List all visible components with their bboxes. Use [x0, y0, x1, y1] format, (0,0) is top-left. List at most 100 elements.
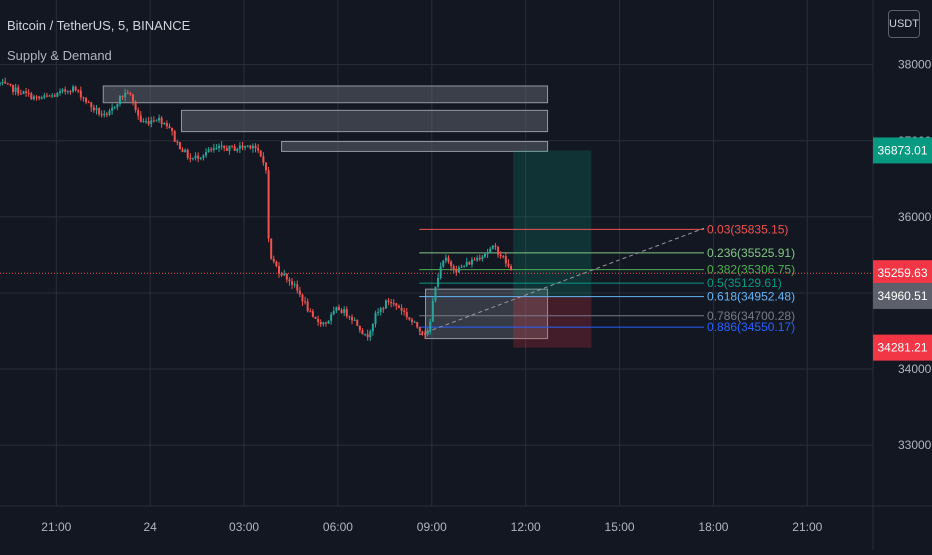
candle-body [510, 266, 513, 271]
candle-body [40, 97, 43, 99]
candle-body [218, 145, 221, 149]
candle-body [387, 300, 390, 302]
candle-body [191, 158, 194, 160]
candle-body [395, 303, 398, 306]
candle-body [212, 148, 215, 150]
candle-body [418, 327, 421, 332]
candle-body [298, 290, 301, 295]
candle-body [215, 148, 218, 150]
candle-body [507, 263, 510, 267]
candle-body [437, 277, 440, 287]
candle-body [337, 307, 340, 311]
demand-zone [425, 288, 549, 340]
candle-body [353, 319, 356, 321]
candle-body [74, 86, 77, 91]
candle-body [306, 301, 309, 312]
candle-body [184, 149, 187, 152]
time-tick-label: 09:00 [417, 520, 447, 534]
candle-body [22, 91, 25, 94]
candle-body [426, 331, 429, 335]
candle-body [356, 319, 359, 326]
fib-level-label: 0.03(35835.15) [707, 222, 788, 236]
candle-body [262, 156, 265, 163]
candle-body [82, 97, 85, 99]
currency-button[interactable]: USDT [888, 10, 920, 38]
candle-body [152, 120, 155, 122]
candle-body [392, 303, 395, 305]
candle-body [296, 284, 299, 291]
candle-body [434, 286, 437, 301]
candle-body [403, 310, 406, 313]
candle-body [343, 309, 346, 313]
candle-body [244, 146, 247, 148]
candle-body [494, 245, 497, 247]
candle-body [116, 104, 119, 108]
candle-body [6, 83, 9, 85]
candle-body [442, 260, 445, 267]
candle-body [176, 141, 179, 143]
candle-body [489, 248, 492, 253]
candle-body [351, 317, 354, 321]
candle-body [335, 307, 338, 311]
candle-body [424, 333, 427, 335]
candle-body [293, 284, 296, 286]
candle-body [314, 316, 317, 319]
time-tick-label: 03:00 [229, 520, 259, 534]
time-tick-label: 15:00 [605, 520, 635, 534]
indicator-label[interactable]: Supply & Demand [7, 48, 112, 63]
candle-body [56, 92, 59, 97]
price-axis-badge-label: 36873.01 [877, 143, 927, 157]
candle-body [390, 301, 393, 304]
candle-body [241, 145, 244, 148]
candle-body [0, 83, 1, 85]
candle-body [254, 145, 257, 149]
time-tick-label: 12:00 [511, 520, 541, 534]
price-axis-badge [873, 282, 932, 309]
candle-body [228, 145, 231, 151]
candle-body [9, 83, 12, 85]
candle-body [43, 95, 46, 98]
candle-body [408, 317, 411, 320]
candle-body [126, 92, 129, 94]
candle-body [27, 92, 30, 94]
candle-body [340, 310, 343, 313]
candle-body [4, 81, 7, 84]
candle-body [366, 334, 369, 338]
candle-body [413, 321, 416, 323]
candle-body [319, 322, 322, 325]
price-axis-badge-label: 35259.63 [877, 266, 927, 280]
candle-body [87, 102, 90, 104]
candle-body [58, 91, 61, 93]
candle-body [233, 146, 236, 151]
candle-body [504, 256, 507, 264]
price-axis-badge-label: 34281.21 [877, 341, 927, 355]
candle-body [484, 254, 486, 257]
fib-level-label: 0.786(34700.28) [707, 309, 795, 323]
candle-body [158, 117, 161, 121]
candle-body [324, 322, 327, 324]
symbol-title: Bitcoin / TetherUS, 5, BINANCE [7, 18, 191, 33]
candle-body [374, 312, 377, 325]
candle-body [288, 279, 291, 282]
candle-body [416, 321, 419, 328]
candle-body [317, 318, 320, 323]
candle-body [486, 252, 489, 255]
candle-body [291, 281, 294, 285]
candle-body [447, 257, 450, 262]
candle-body [145, 121, 148, 123]
candle-body [264, 162, 267, 171]
candle-body [444, 257, 447, 261]
candle-body [61, 89, 64, 92]
supply-zone [180, 109, 549, 133]
candle-body [105, 113, 108, 115]
fib-level-label: 0.886(34550.17) [707, 320, 795, 334]
candle-body [249, 145, 252, 149]
candle-body [285, 273, 288, 280]
candle-body [238, 145, 241, 149]
price-axis-badge [873, 260, 932, 287]
candle-body [400, 307, 403, 311]
candle-body [405, 312, 408, 318]
candle-body [178, 142, 181, 150]
